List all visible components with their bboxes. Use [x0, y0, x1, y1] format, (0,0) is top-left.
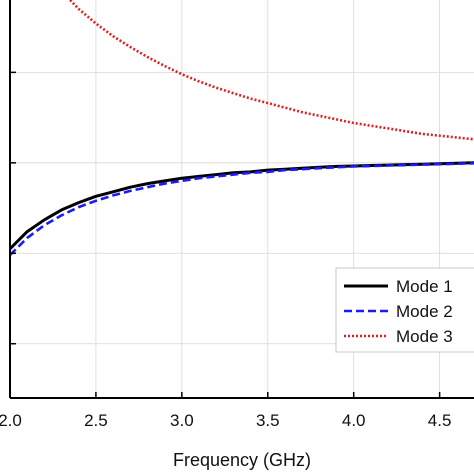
series-line-1: [8, 161, 474, 250]
series-line-3: [69, 0, 474, 141]
series-line-2: [9, 162, 474, 257]
x-tick-label: 2.5: [84, 411, 108, 430]
axes: [9, 0, 474, 399]
grid-lines: [9, 0, 474, 398]
series-lines: [8, 0, 474, 257]
x-axis-title: Frequency (GHz): [173, 450, 311, 470]
x-tick-label: 3.5: [256, 411, 280, 430]
legend: Mode 1 Mode 2 Mode 3: [335, 267, 474, 353]
tick-labels: 2.0 2.5 3.0 3.5 4.0 4.5: [0, 411, 451, 430]
x-tick-label: 3.0: [170, 411, 194, 430]
legend-label: Mode 3: [396, 327, 453, 346]
legend-label: Mode 2: [396, 302, 453, 321]
x-tick-label: 4.0: [342, 411, 366, 430]
legend-label: Mode 1: [396, 277, 453, 296]
x-tick-label: 4.5: [428, 411, 452, 430]
x-tick-label: 2.0: [0, 411, 22, 430]
tick-marks: [9, 71, 441, 398]
